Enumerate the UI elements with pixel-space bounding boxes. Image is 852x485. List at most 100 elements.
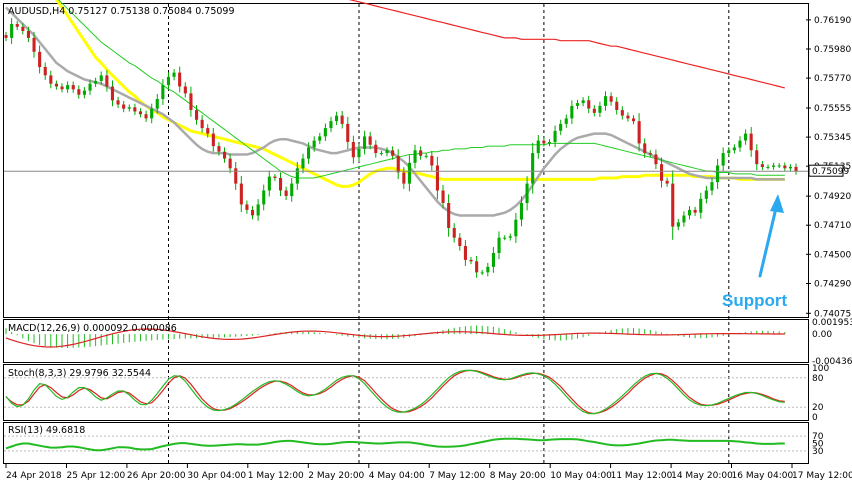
candle [374,140,378,158]
candle-body [491,253,495,267]
candle [665,177,669,187]
candle [329,116,333,133]
candle-body [329,121,333,129]
time-tick-label: 7 May 12:00 [429,471,485,481]
candle [749,127,753,157]
candle-body [54,83,58,87]
candle-body [273,176,277,178]
time-tick-label: 8 May 20:00 [490,471,546,481]
candle-body [166,76,170,86]
candle-body [632,118,636,122]
candle-body [536,140,540,154]
candle [598,101,602,118]
candle [615,97,619,115]
stoch-tick-label: 100 [812,364,829,374]
candle [318,132,322,145]
candle-body [419,150,423,156]
candle-body [82,90,86,95]
candle [654,149,658,170]
candle-body [519,203,523,220]
stoch-tick-label: 0 [812,413,818,423]
candle-body [626,115,630,119]
candle [536,135,540,159]
candle-body [452,228,456,238]
candle-body [447,203,451,228]
stoch-tick-label: 80 [812,374,824,384]
candle-body [295,168,299,184]
stoch-k-line [5,369,785,415]
candle-body [587,100,591,109]
candle [88,79,92,95]
candle-body [721,153,725,166]
candle [4,31,8,42]
time-tick-label: 1 May 12:00 [248,471,304,481]
support-arrow [758,194,784,278]
candle [531,142,535,194]
price-tick-label: 0.75345 [814,133,851,143]
candle-body [575,103,579,106]
candle [279,172,283,197]
time-tick-label: 11 May 12:00 [611,471,673,481]
symbol-header: AUDUSD,H4 0.75127 0.75138 0.75084 0.7509… [8,6,235,17]
candle-body [463,246,467,260]
candle [632,115,636,125]
candle [368,131,372,150]
candle-body [312,140,316,148]
candle-body [385,150,389,154]
candle-body [682,215,686,223]
candle-body [251,209,255,216]
candle-body [60,86,64,90]
candle [407,155,411,192]
candle-body [178,72,182,87]
candle-body [486,266,490,273]
candle [475,256,479,278]
candle [82,87,86,99]
candle [189,86,193,117]
candle [195,105,199,125]
candle [452,223,456,243]
time-tick-label: 2 May 20:00 [308,471,364,481]
macd-tick-label: 0.00 [812,330,832,340]
candle-body [335,115,339,122]
candle [262,184,266,211]
candle [463,240,467,266]
candle-body [704,190,708,199]
candle [592,105,596,117]
candle [648,150,652,158]
candle-body [508,236,512,238]
candle-body [469,259,473,262]
candle-body [475,261,479,273]
candle [206,124,210,138]
candle-body [514,219,518,237]
candle-body [402,172,406,184]
candle [94,77,98,87]
ma-line-4 [348,0,785,89]
candle [660,157,664,188]
time-tick-label: 26 Apr 20:00 [127,471,186,481]
main-panel-frame [3,3,809,318]
candle [676,218,680,231]
candle-body [547,142,551,144]
candle-body [525,183,529,203]
candle-body [99,75,103,81]
candle-body [189,93,193,110]
candle-body [480,272,484,274]
candle [435,156,439,200]
candle-body [351,142,355,158]
candle [99,71,103,85]
candle [772,162,776,170]
candle [727,147,731,157]
candle-body [592,108,596,113]
price-tick-label: 0.76190 [814,16,851,26]
candle-body [138,111,142,115]
candle-body [43,67,47,76]
candle [150,103,154,124]
candle-body [26,31,30,38]
candle [525,176,529,211]
time-tick-label: 17 May 12:00 [792,471,852,481]
candle-body [749,133,753,151]
candle [693,206,697,216]
candle [357,144,361,162]
candle [77,85,81,99]
